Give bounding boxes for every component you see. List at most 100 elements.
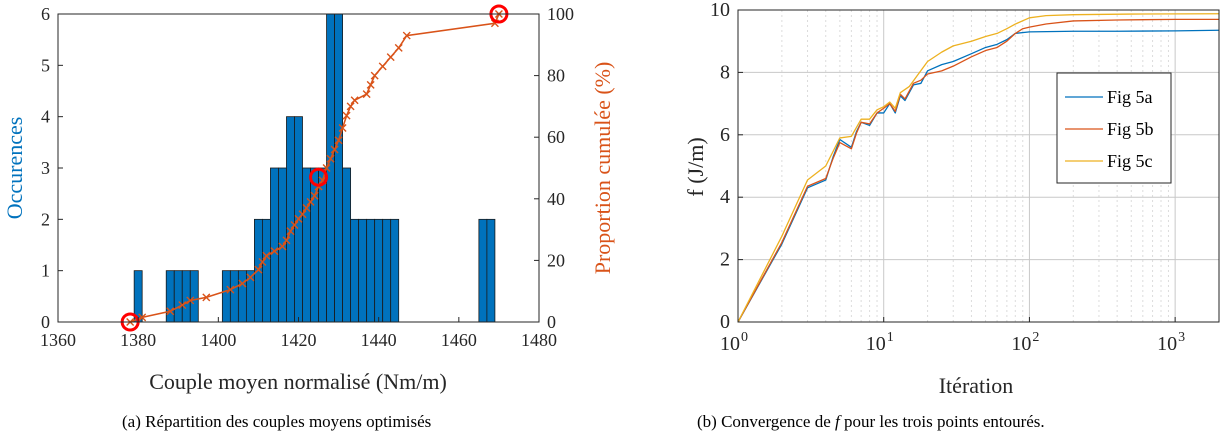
y-tick-label: 8 [720, 61, 730, 83]
y-tick-label: 2 [41, 209, 50, 229]
y-axis-ticks: 0 2 4 6 8 10 [710, 0, 743, 333]
caption-b-symbol: f [835, 412, 840, 431]
legend: Fig 5a Fig 5b Fig 5c [1056, 72, 1172, 184]
legend-label: Fig 5c [1107, 151, 1153, 171]
x-tick-label: 101 [866, 330, 894, 355]
cumulative-marker [258, 257, 267, 266]
histogram-bar [326, 13, 335, 323]
histogram-bar [173, 270, 183, 323]
cumulative-marker [286, 227, 295, 236]
x-tick-label: 1480 [521, 330, 557, 350]
x-tick-label: 1420 [281, 330, 317, 350]
cumulative-marker [238, 279, 247, 288]
histogram-bar [358, 218, 368, 323]
cumulative-marker [346, 102, 355, 111]
y-tick-label: 2 [720, 249, 730, 271]
histogram-bar [189, 270, 199, 323]
cumulative-marker [350, 96, 359, 105]
x-axis-label-b: Itération [939, 373, 1014, 398]
histogram-bar [390, 218, 400, 323]
histogram-bar [278, 167, 287, 323]
cumulative-marker [334, 136, 343, 145]
caption-b-end: pour les trois points entourés. [843, 412, 1045, 431]
circled-point [309, 167, 329, 187]
cumulative-marker [338, 123, 347, 132]
y-tick-label: 3 [41, 158, 50, 178]
cumulative-marker [262, 251, 271, 260]
histogram-bars [133, 13, 496, 323]
x-axis-ticks: 1360 1380 1400 1420 1440 1460 1480 [40, 317, 557, 350]
cumulative-marker [254, 265, 263, 274]
histogram-bar [374, 218, 384, 323]
cumulative-marker [366, 80, 375, 89]
caption-b-start: (b) Convergence de [697, 412, 831, 431]
cumulative-marker [166, 307, 175, 316]
cumulative-marker [246, 273, 255, 282]
y-tick-label: 5 [41, 55, 50, 75]
y-axis-ticks-left: 0 1 2 3 4 5 6 [41, 4, 63, 332]
caption-a: (a) Répartition des couples moyens optim… [122, 412, 432, 431]
cumulative-marker [394, 43, 403, 52]
cumulative-marker [362, 90, 371, 99]
y2-tick-label: 80 [547, 66, 565, 86]
histogram-bar [270, 167, 279, 323]
y-tick-label: 0 [720, 311, 730, 333]
x-tick-label: 1460 [441, 330, 477, 350]
caption-b: (b) Convergence de f pour les trois poin… [697, 412, 1045, 432]
y2-tick-label: 20 [547, 250, 565, 270]
cumulative-marker [370, 71, 379, 80]
cumulative-marker [310, 191, 319, 200]
cumulative-marker [278, 242, 287, 251]
series-line [737, 18, 1219, 323]
x-axis-label-a: Couple moyen normalisé (Nm/m) [149, 369, 447, 394]
y-tick-label: 6 [41, 4, 50, 24]
histogram-bar [486, 218, 496, 323]
y2-tick-label: 60 [547, 127, 565, 147]
cumulative-marker [138, 313, 147, 322]
cumulative-marker [282, 236, 291, 245]
histogram-bar [229, 270, 239, 323]
histogram-bar [286, 116, 295, 323]
x-tick-label: 100 [720, 330, 748, 355]
histogram-bar [342, 167, 352, 323]
x-tick-label: 1380 [120, 330, 156, 350]
plot-b-frame [737, 9, 1220, 323]
y-axis-label-b: f (J/m) [683, 137, 708, 196]
cumulative-marker [186, 296, 195, 305]
cumulative-marker [386, 53, 395, 62]
histogram-bar [221, 270, 231, 323]
histogram-bar [350, 218, 360, 323]
y2-tick-label: 100 [547, 4, 574, 24]
series-line [737, 13, 1220, 323]
cumulative-marker [330, 145, 339, 154]
histogram-bar [366, 218, 376, 323]
histogram-bar [334, 13, 343, 323]
cumulative-marker [202, 293, 211, 302]
x-tick-label: 1400 [200, 330, 236, 350]
y2-tick-label: 40 [547, 189, 565, 209]
y-axis-ticks-right: 0 20 40 60 80 100 [534, 4, 574, 332]
y-tick-label: 1 [41, 261, 50, 281]
x-tick-label: 1440 [361, 330, 397, 350]
histogram-bar [245, 270, 255, 323]
histogram-bar [382, 218, 392, 323]
cumulative-marker [342, 111, 351, 120]
y-tick-label: 4 [41, 107, 50, 127]
x-tick-label: 1360 [40, 330, 76, 350]
cumulative-marker [378, 62, 387, 71]
y-axis-label-left: Occurences [2, 117, 27, 220]
y-axis-label-right: Proportion cumulée (%) [590, 62, 615, 275]
cumulative-marker [326, 154, 335, 163]
cumulative-marker [226, 285, 235, 294]
histogram-bar [302, 167, 311, 323]
histogram-bar [318, 167, 327, 323]
cumulative-marker [302, 204, 311, 213]
cumulative-marker [298, 210, 307, 219]
cumulative-marker [306, 197, 315, 206]
y-tick-label: 4 [720, 186, 730, 208]
histogram-bar [478, 218, 488, 323]
x-axis-ticks-log: 100 101 102 103 [720, 317, 1185, 355]
cumulative-marker [178, 301, 187, 310]
histogram-bar [262, 218, 271, 323]
